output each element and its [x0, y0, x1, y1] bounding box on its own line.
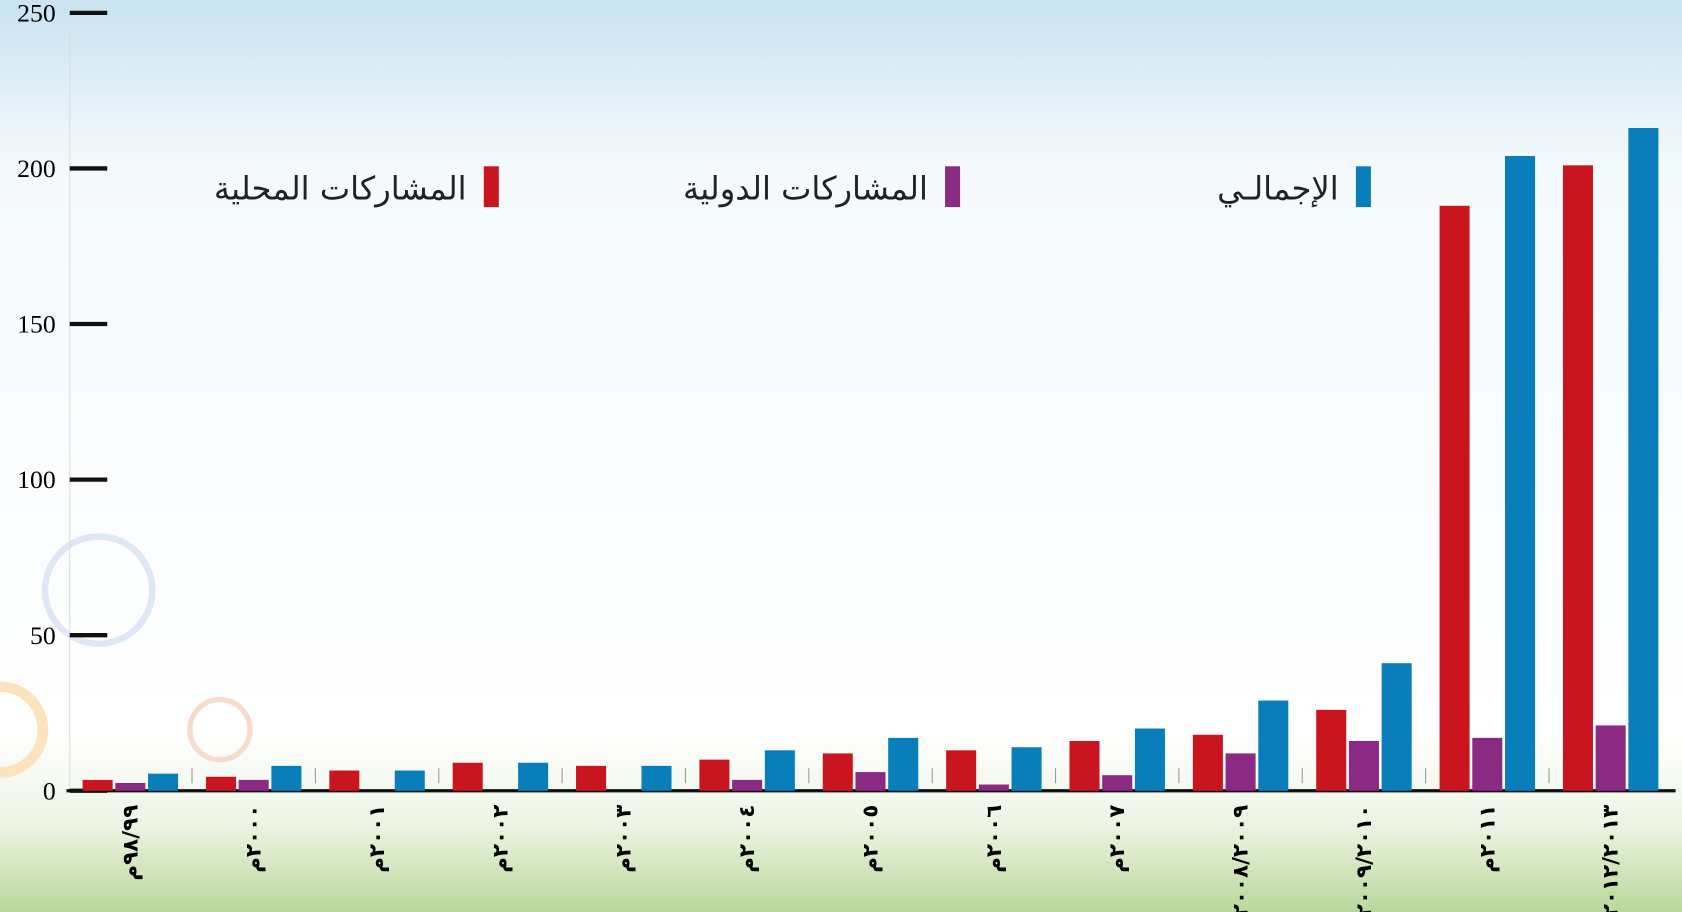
bar	[1316, 709, 1347, 791]
bar	[1134, 728, 1165, 791]
bar	[822, 753, 853, 791]
bar	[978, 784, 1009, 791]
bar	[576, 765, 607, 791]
bar	[1258, 700, 1289, 791]
x-tick-label: ٢٠٠٦م	[982, 805, 1007, 873]
bar	[1595, 725, 1626, 791]
bar	[1562, 165, 1593, 791]
x-tick-label: ٢٠٠٢م	[488, 805, 513, 873]
bar	[329, 770, 360, 791]
bar	[518, 762, 549, 791]
y-tick-label: 50	[30, 621, 56, 650]
bar	[855, 772, 886, 791]
bar	[946, 750, 977, 791]
x-tick-label: ٢٠٠٧م	[1105, 805, 1130, 873]
x-tick-label: ٢٠٠٣م	[612, 805, 637, 873]
bar	[1102, 775, 1133, 791]
y-tick-label: 100	[17, 465, 56, 494]
legend-label: المشاركات المحلية	[214, 170, 467, 208]
bar	[238, 779, 269, 791]
y-tick-label: 200	[17, 154, 56, 183]
bar	[394, 770, 425, 791]
bar	[1439, 205, 1470, 791]
x-tick-label: ٢٠١١م	[1475, 805, 1500, 873]
bar	[641, 765, 672, 791]
bar	[888, 737, 919, 791]
bar	[1192, 734, 1223, 791]
x-tick-label: ٢٠٠٤م	[735, 805, 760, 873]
legend-swatch	[1355, 166, 1371, 208]
bar	[1011, 747, 1042, 791]
legend-swatch	[945, 166, 961, 208]
decoration	[0, 681, 49, 778]
bar	[1505, 156, 1536, 791]
bar	[699, 759, 730, 791]
plot: 0 50 100 150 200 250 ٩٨/٩٩م ٢٠٠٠م ٢٠٠١م ٢٠٠٢م ٢٠٠٣…	[17, 0, 1659, 912]
legend-swatch	[483, 166, 499, 208]
bar	[1348, 740, 1379, 791]
bar	[1225, 753, 1256, 791]
x-tick-label: ٢٠٠٥م	[858, 805, 883, 873]
x-tick-label: ٢٠٠٠م	[242, 805, 267, 873]
x-tick-label: ٢٠٠٩/٢٠١٠م	[1352, 805, 1377, 912]
legend-label: المشاركات الدولية	[683, 170, 928, 208]
bar	[148, 773, 179, 791]
bar	[1628, 128, 1659, 791]
legend-label: الإجمالـي	[1217, 170, 1339, 208]
x-tick-label: ٢٠٠١م	[365, 805, 390, 873]
bar	[1069, 740, 1100, 791]
x-tick-label: ٢٠٠٨/٢٠٠٩م	[1229, 805, 1254, 912]
y-tick-label: 150	[17, 310, 56, 339]
x-tick-label: ٩٨/٩٩م	[118, 805, 143, 881]
bar	[1472, 737, 1503, 791]
bar	[732, 779, 763, 791]
bar	[271, 765, 302, 791]
x-tick-label: ٢٠١٢/٢٠١٣م	[1599, 805, 1624, 912]
decoration	[41, 533, 156, 647]
y-tick-label: 250	[17, 0, 56, 27]
decoration	[187, 696, 253, 763]
bar	[764, 750, 795, 791]
bar	[82, 779, 113, 791]
bar	[1381, 663, 1412, 791]
bar	[452, 762, 483, 791]
bar	[115, 782, 146, 791]
bar	[205, 776, 236, 791]
y-tick-label: 0	[43, 776, 56, 805]
